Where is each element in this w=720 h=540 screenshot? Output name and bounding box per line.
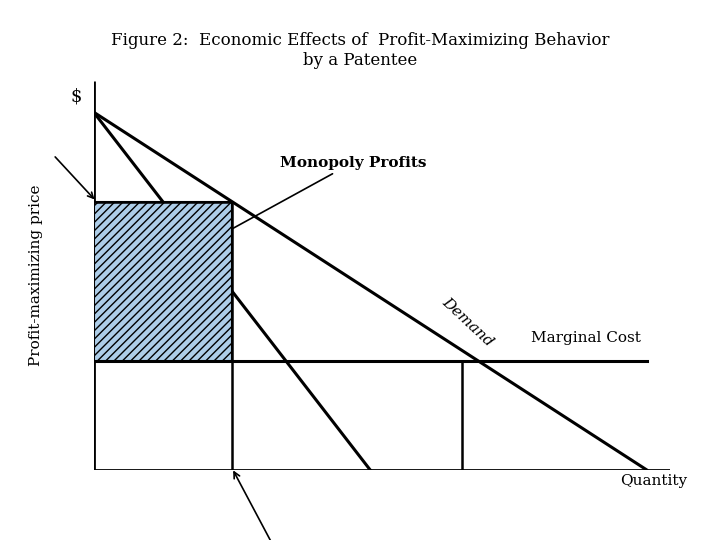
Text: Demand: Demand <box>439 295 496 349</box>
Bar <box>94 201 232 361</box>
Text: Quantity: Quantity <box>620 475 687 489</box>
Text: Figure 2:  Economic Effects of  Profit-Maximizing Behavior
by a Patentee: Figure 2: Economic Effects of Profit-Max… <box>111 32 609 69</box>
Text: Profit-maximizing price: Profit-maximizing price <box>29 185 43 366</box>
Text: $: $ <box>71 87 82 105</box>
Text: Monopoly Profits: Monopoly Profits <box>173 156 426 261</box>
Text: Profit-maximizing output: Profit-maximizing output <box>181 472 374 540</box>
Text: Marginal Cost: Marginal Cost <box>531 332 641 346</box>
